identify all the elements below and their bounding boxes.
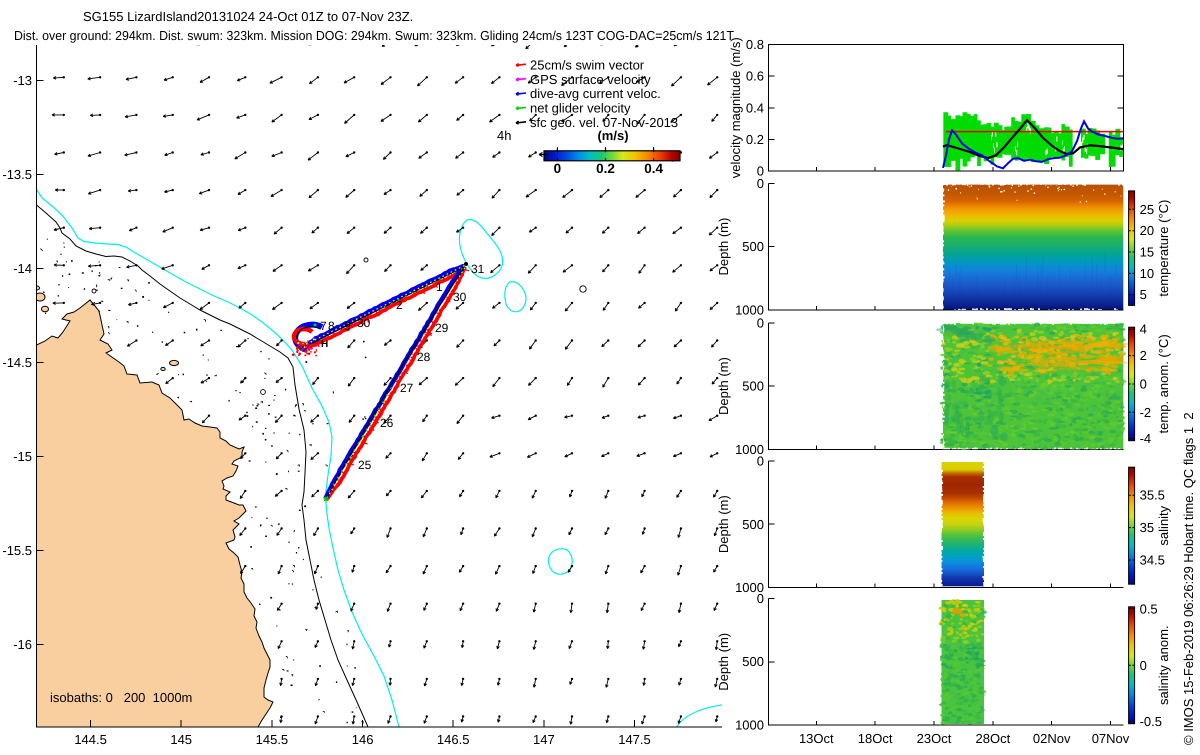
svg-text:0: 0	[757, 454, 764, 469]
svg-text:500: 500	[742, 654, 764, 669]
svg-text:Depth (m): Depth (m)	[716, 218, 731, 276]
svg-text:4h: 4h	[497, 128, 511, 143]
svg-text:Depth (m): Depth (m)	[716, 357, 731, 415]
svg-text:-14: -14	[13, 261, 32, 276]
svg-text:500: 500	[742, 239, 764, 254]
svg-text:145.5: 145.5	[256, 732, 289, 747]
svg-text:27: 27	[400, 381, 414, 395]
svg-text:-13: -13	[13, 73, 32, 88]
svg-text:20: 20	[1140, 223, 1154, 238]
svg-text:-4: -4	[1140, 431, 1152, 446]
svg-text:146: 146	[352, 732, 374, 747]
svg-text:Dist. over ground: 294km. Dist: Dist. over ground: 294km. Dist. swum: 32…	[14, 28, 734, 43]
svg-text:25: 25	[358, 458, 372, 472]
svg-text:25cm/s swim vector: 25cm/s swim vector	[530, 57, 645, 72]
svg-text:-13.5: -13.5	[2, 167, 32, 182]
svg-text:28Oct: 28Oct	[976, 731, 1011, 746]
svg-text:H: H	[321, 339, 328, 350]
svg-text:-15: -15	[13, 449, 32, 464]
svg-text:0.5: 0.5	[1140, 601, 1158, 616]
svg-text:-16: -16	[13, 637, 32, 652]
svg-text:10: 10	[1140, 266, 1154, 281]
svg-text:25: 25	[1140, 202, 1154, 217]
svg-text:0.2: 0.2	[596, 161, 615, 176]
svg-text:15: 15	[1140, 245, 1154, 260]
svg-text:147.5: 147.5	[618, 732, 651, 747]
svg-text:temperature (°C): temperature (°C)	[1156, 200, 1171, 297]
svg-text:0.6: 0.6	[746, 69, 764, 84]
svg-text:02Nov: 02Nov	[1033, 731, 1071, 746]
svg-text:4: 4	[1140, 322, 1147, 337]
svg-text:144.5: 144.5	[74, 732, 107, 747]
svg-text:1: 1	[436, 280, 443, 294]
svg-text:500: 500	[742, 517, 764, 532]
svg-text:5: 5	[1140, 287, 1147, 302]
svg-text:147: 147	[533, 732, 555, 747]
svg-text:net glider velocity: net glider velocity	[530, 101, 631, 116]
svg-text:35.5: 35.5	[1140, 488, 1165, 503]
svg-text:07Nov: 07Nov	[1092, 731, 1130, 746]
svg-text:2: 2	[396, 298, 403, 312]
svg-text:isobaths: 0 200 1000m: isobaths: 0 200 1000m	[50, 690, 192, 705]
svg-text:-15.5: -15.5	[2, 543, 32, 558]
svg-text:salinity: salinity	[1156, 505, 1171, 545]
svg-text:© IMOS 15-Feb-2019 06:26:29 Ho: © IMOS 15-Feb-2019 06:26:29 Hobart time.…	[1181, 412, 1196, 745]
svg-text:-0.5: -0.5	[1140, 714, 1162, 729]
svg-text:13Oct: 13Oct	[799, 731, 834, 746]
svg-text:velocity magnitude (m/s): velocity magnitude (m/s)	[728, 37, 743, 178]
svg-text:-2: -2	[1140, 405, 1152, 420]
svg-text:34.5: 34.5	[1140, 553, 1165, 568]
svg-text:0: 0	[554, 161, 562, 176]
svg-text:29: 29	[435, 321, 449, 335]
svg-text:0.8: 0.8	[746, 37, 764, 52]
svg-text:2: 2	[1140, 348, 1147, 363]
svg-text:dive-avg current veloc.: dive-avg current veloc.	[530, 86, 661, 101]
svg-text:1000: 1000	[735, 718, 764, 733]
svg-text:26: 26	[380, 416, 394, 430]
svg-text:GPS surface velocity: GPS surface velocity	[530, 72, 651, 87]
svg-text:31: 31	[471, 262, 485, 276]
svg-text:7: 7	[320, 319, 327, 333]
svg-text:28: 28	[417, 350, 431, 364]
svg-text:0.4: 0.4	[644, 161, 663, 176]
svg-text:0.4: 0.4	[746, 100, 764, 115]
svg-text:146.5: 146.5	[437, 732, 470, 747]
svg-text:Depth (m): Depth (m)	[716, 633, 731, 691]
svg-text:Depth (m): Depth (m)	[716, 495, 731, 553]
svg-text:0: 0	[757, 176, 764, 191]
svg-text:23Oct: 23Oct	[917, 731, 952, 746]
svg-text:temp. anom. (°C): temp. anom. (°C)	[1156, 334, 1171, 433]
svg-text:30: 30	[357, 316, 371, 330]
svg-text:500: 500	[742, 379, 764, 394]
svg-text:(m/s): (m/s)	[597, 128, 628, 143]
svg-text:0: 0	[1140, 658, 1147, 673]
svg-text:35: 35	[1140, 520, 1154, 535]
svg-text:145: 145	[170, 732, 192, 747]
svg-text:30: 30	[453, 290, 467, 304]
svg-text:0: 0	[1140, 377, 1147, 392]
svg-text:0.2: 0.2	[746, 132, 764, 147]
svg-text:salinity anom.: salinity anom.	[1156, 625, 1171, 704]
svg-text:SG155 LizardIsland20131024 24-: SG155 LizardIsland20131024 24-Oct 01Z to…	[83, 9, 413, 24]
svg-text:18Oct: 18Oct	[858, 731, 893, 746]
svg-text:9: 9	[344, 319, 351, 333]
svg-text:0: 0	[757, 591, 764, 606]
svg-text:8: 8	[328, 319, 335, 333]
svg-text:-14.5: -14.5	[2, 355, 32, 370]
svg-text:0: 0	[757, 315, 764, 330]
